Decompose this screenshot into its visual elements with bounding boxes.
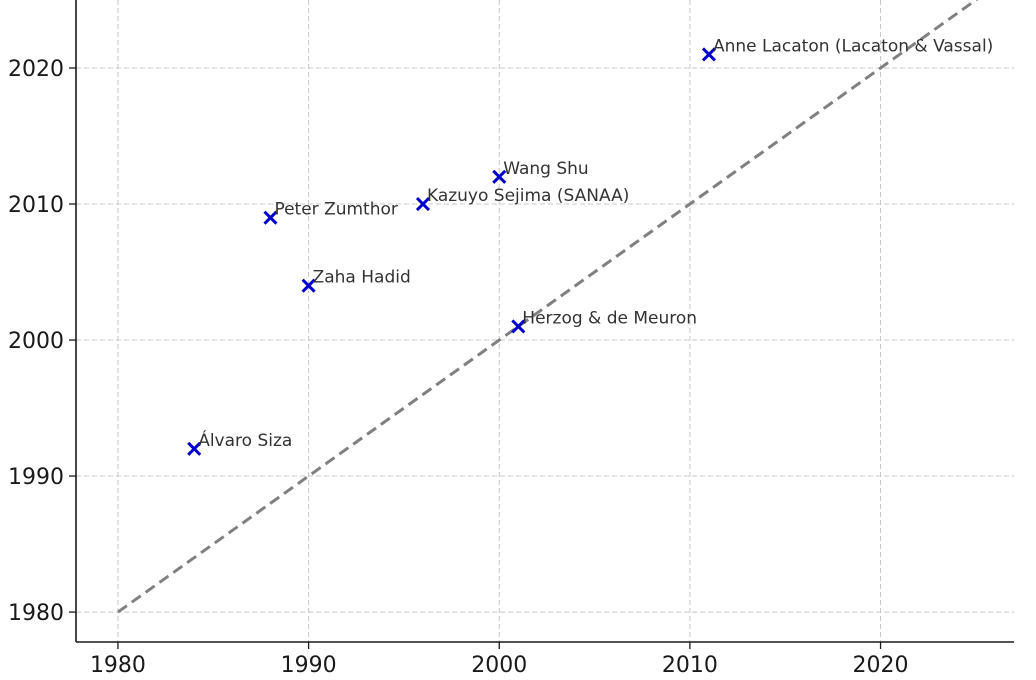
marker-stroke [187,441,202,456]
y-tick-label: 2020 [8,57,64,82]
marker-stroke [511,319,526,334]
x-tick-label: 2020 [853,653,909,678]
data-point-marker [492,169,507,184]
point-label: Zaha Hadid [313,268,411,288]
point-label: Peter Zumthor [274,200,397,220]
y-tick-label: 1980 [8,601,64,626]
marker-stroke [701,47,717,62]
data-point-marker [701,47,717,62]
marker-stroke [301,278,316,293]
tick-labels: 1980 1990 2000 2010 2020 1980 1990 2000 2010 2020 [8,57,909,678]
data-point-marker [263,210,278,225]
reference-line [117,0,979,614]
point-label: Kazuyo Sejima (SANAA) [427,186,629,206]
grid [76,0,1014,642]
data-point-marker [187,441,202,456]
x-tick-label: 1990 [281,653,337,678]
data-point-marker [415,196,431,212]
y-tick-label: 1990 [8,465,64,490]
data-points [187,47,717,456]
point-label: Anne Lacaton (Lacaton & Vassal) [713,36,993,56]
y-tick-label: 2010 [8,193,64,218]
point-label: Herzog & de Meuron [522,308,697,328]
marker-stroke [492,169,507,184]
y-tick-label: 2000 [8,329,64,354]
point-label: Wang Shu [503,159,588,179]
point-labels: Álvaro Siza Peter Zumthor Zaha Hadid Kazuyo… [198,36,993,450]
point-label: Álvaro Siza [198,429,292,451]
reference-line-group [117,0,979,614]
marker-stroke [415,196,431,212]
data-point-marker [511,319,526,334]
x-tick-label: 2000 [471,653,527,678]
data-point-marker [301,278,316,293]
x-tick-label: 1980 [90,653,146,678]
axes [69,0,1014,649]
x-tick-label: 2010 [662,653,718,678]
marker-stroke [263,210,278,225]
